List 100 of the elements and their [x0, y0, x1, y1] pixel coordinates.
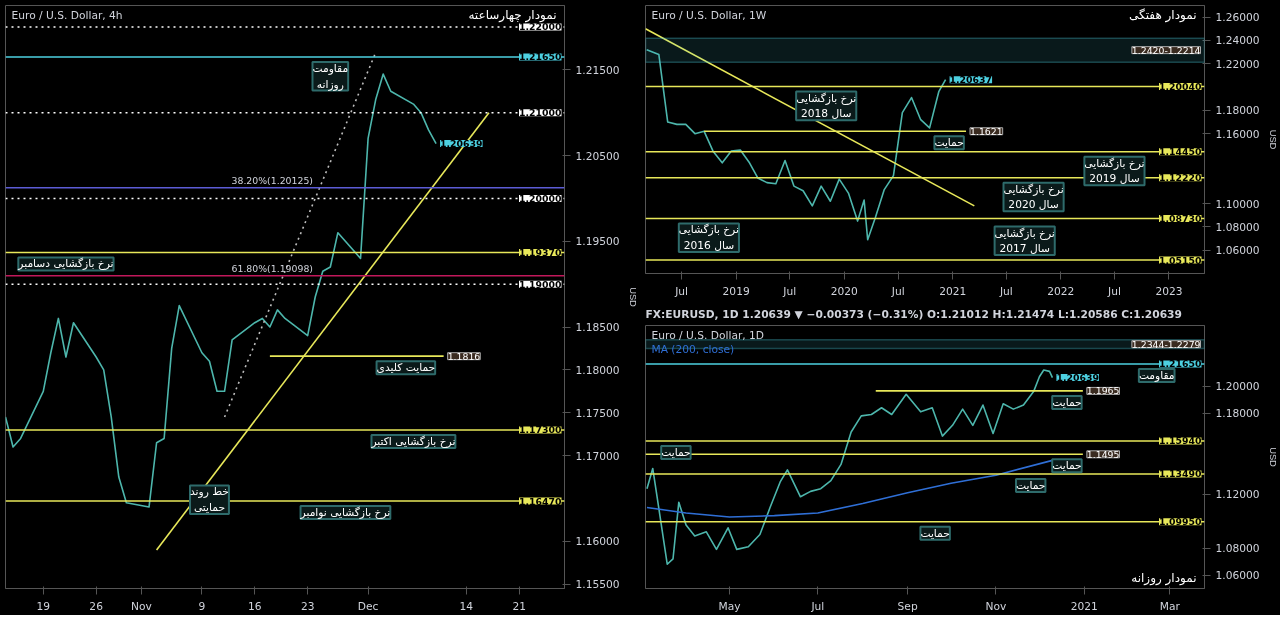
annotation: 1.1621 [970, 125, 1003, 137]
x-tick-label: Jul [890, 284, 905, 298]
annotation: حمایت [920, 526, 950, 540]
annotation: نرخ بازگشایی سال 2017 [994, 226, 1055, 256]
x-tick-label: Jul [782, 284, 797, 298]
x-tick-label: 2019 [722, 284, 750, 298]
ref-line-label: 1.19000 [519, 278, 563, 290]
x-tick-label: 2022 [1047, 284, 1075, 298]
ref-line-label: 38.20%(1.20125) [231, 174, 313, 186]
x-tick-label: 19 [36, 599, 51, 613]
annotation: خط روند حمایتی [189, 485, 229, 515]
annotation: حمایت [1052, 395, 1082, 409]
x-tick-label: May [718, 599, 741, 613]
chart-subtitle: نمودار هفتگی [1129, 7, 1197, 23]
y-tick-label: 1.06000 [1215, 569, 1260, 583]
annotation: مقاومت روزانه [312, 61, 349, 91]
band-label: 1.2344-1.2279 [1131, 338, 1201, 350]
x-tick-label: Nov [131, 599, 152, 613]
ref-line-label: 1.08730 [1159, 212, 1203, 224]
y-tick-label: 1.18500 [575, 321, 620, 335]
ref-line-label: 1.19370 [519, 246, 563, 258]
y-tick-label: 1.17000 [575, 449, 620, 463]
ref-line-label: 1.21650 [1159, 358, 1203, 370]
ref-line-label: 1.13490 [1159, 468, 1203, 480]
y-tick-label: 1.17500 [575, 406, 620, 420]
ref-line-label: 1.21000 [519, 107, 563, 119]
ref-line-label: 1.14450 [1159, 146, 1203, 158]
ref-line-label: 1.20040 [1159, 81, 1203, 93]
y-tick-label: 1.26000 [1215, 11, 1260, 25]
annotation: حمایت [1052, 459, 1082, 473]
line-series [646, 369, 1054, 566]
x-tick-label: 16 [248, 599, 262, 613]
y-tick-label: 1.08000 [1215, 220, 1260, 234]
annotation: نرخ بازگشایی سال 2019 [1084, 156, 1145, 186]
annotation: 1.20639 [440, 138, 483, 150]
y-tick-label: 1.20500 [575, 149, 620, 163]
ref-line-label: 61.80%(1.19098) [231, 262, 313, 274]
annotation: مقاومت [1138, 368, 1175, 382]
x-tick-label: Sep [897, 599, 918, 613]
annotation: نرخ بازگشایی سال 2018 [796, 91, 857, 121]
ref-line-label: 1.16470 [519, 495, 563, 507]
y-tick-label: 1.22000 [1215, 57, 1260, 71]
x-tick-label: Jul [1107, 284, 1121, 298]
chart-title: Euro / U.S. Dollar, 1W [651, 8, 767, 22]
x-tick-label: Jul [998, 284, 1013, 298]
ref-line-label: 1.15940 [1159, 435, 1203, 447]
ref-line-label: 1.17300 [519, 424, 563, 436]
x-tick-label: Jul [810, 599, 825, 613]
y-tick-label: 1.24000 [1215, 34, 1260, 48]
band-label: 1.2420-1.2214 [1131, 44, 1201, 56]
annotation: حمایت [934, 136, 964, 150]
y-tick-label: 1.18000 [1215, 104, 1260, 118]
y-tick-label: 1.18000 [1215, 407, 1260, 421]
x-tick-label: 2023 [1155, 284, 1183, 298]
annotation: نرخ بازگشایی دسامبر [17, 257, 114, 271]
x-tick-label: 2021 [1070, 599, 1098, 613]
y-tick-label: 1.08000 [1215, 542, 1260, 556]
chart-title: Euro / U.S. Dollar, 4h [11, 8, 123, 22]
ref-line-label: 1.20000 [519, 192, 563, 204]
annotation: نرخ بازگشایی اکتبر [370, 434, 456, 448]
ref-line-label: 1.09950 [1159, 516, 1203, 528]
x-tick-label: 2021 [939, 284, 967, 298]
annotation: 1.20637 [949, 74, 993, 86]
x-tick-label: Dec [357, 599, 379, 613]
x-tick-label: Nov [985, 599, 1007, 613]
y-tick-label: 1.19500 [575, 235, 620, 249]
annotation: نرخ بازگشایی سال 2016 [678, 223, 739, 252]
chart-title: Euro / U.S. Dollar, 1D [651, 328, 765, 342]
ref-line-label: 1.21650 [519, 51, 563, 63]
x-tick-label: 23 [300, 599, 315, 613]
annotation: حمایت [661, 445, 691, 459]
x-tick-label: Mar [1159, 599, 1181, 613]
text: MA (200, close) [651, 342, 735, 356]
x-tick-label: 2020 [830, 284, 859, 298]
annotation: 1.1965 [1086, 385, 1120, 397]
ref-line-label: 1.05150 [1159, 254, 1203, 266]
y-tick-label: 1.12000 [1215, 488, 1260, 502]
annotation: حمایت [1016, 478, 1046, 492]
y-tick-label: 1.10000 [1215, 197, 1260, 211]
annotation: 1.20639 [1056, 372, 1099, 384]
annotation: 1.1816 [447, 350, 481, 362]
text: نمودار روزانه [1131, 570, 1197, 586]
x-tick-label: 26 [89, 599, 104, 613]
x-tick-label: 14 [459, 599, 474, 613]
y-tick-label: 1.15500 [575, 578, 620, 592]
y-tick-label: 1.06000 [1215, 244, 1260, 258]
text: FX:EURUSD, 1D 1.20639 ▼ −0.00373 (−0.31%) O:1.21012 H:1.21474 L:1.20586 C:1.20639 [645, 307, 1182, 321]
y-tick-label: 1.16000 [575, 535, 620, 549]
y-tick-label: 1.21500 [575, 63, 620, 77]
annotation: نرخ بازگشایی سال 2020 [1003, 182, 1064, 212]
y-tick-label: 1.16000 [1215, 127, 1260, 141]
x-tick-label: 9 [198, 599, 206, 613]
y-axis-title: USD [627, 287, 638, 308]
y-axis-title: USD [1267, 129, 1278, 150]
x-tick-label: 21 [512, 599, 526, 613]
chart-subtitle: نمودار چهارساعته [468, 7, 557, 23]
y-tick-label: 1.20000 [1215, 380, 1260, 394]
ref-line-label: 1.12220 [1159, 172, 1203, 184]
annotation: 1.1495 [1086, 448, 1120, 460]
y-axis-title: USD [1267, 447, 1278, 468]
